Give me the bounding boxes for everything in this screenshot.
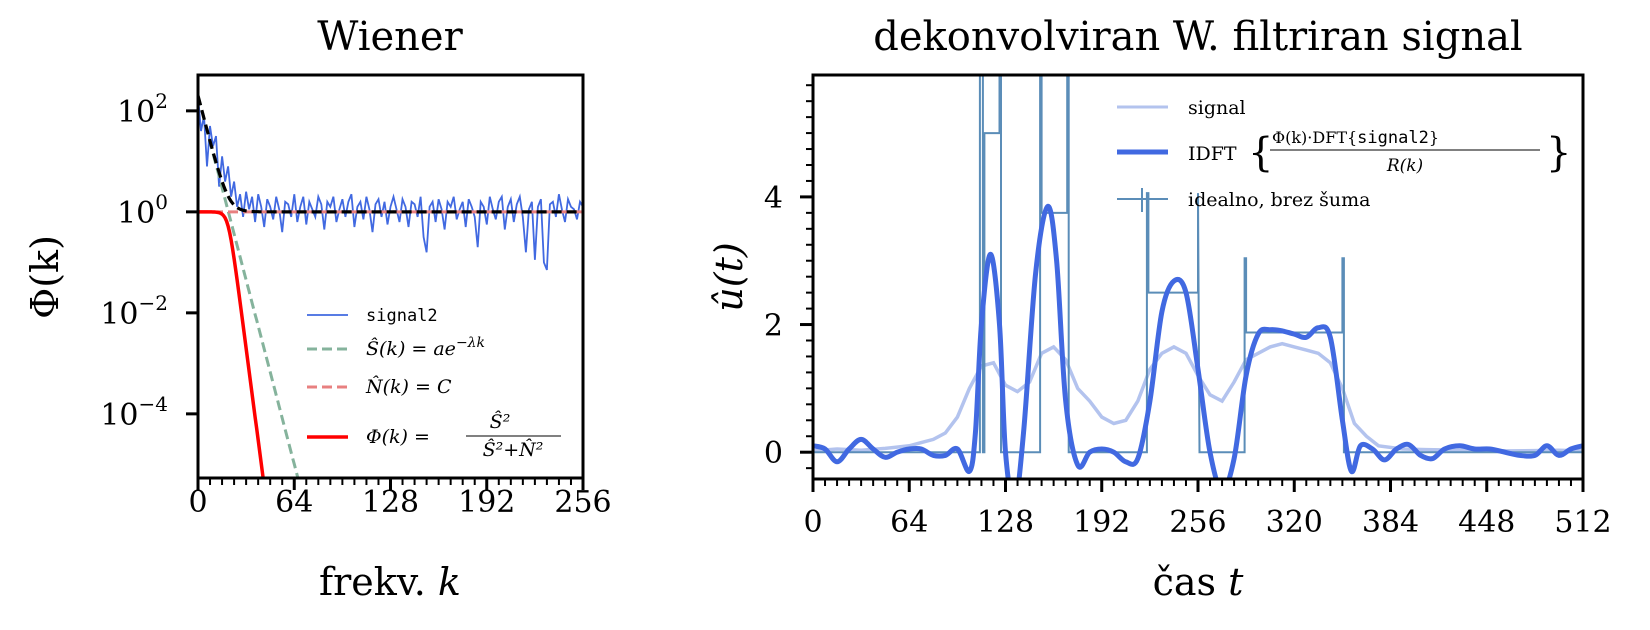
- legend-label-signal: signal: [1188, 97, 1246, 119]
- deconvolution-y-label: û(t): [707, 242, 751, 311]
- exp: −λk: [456, 335, 485, 351]
- wiener-x-label-text: frekv.: [319, 560, 438, 604]
- legend-phi-denominator: Ŝ²+N̂²: [483, 438, 544, 461]
- deconvolution-plot-area: [813, 75, 1583, 479]
- legend-label-signal2: signal2: [366, 306, 438, 326]
- y-tick-label: 0: [764, 436, 783, 471]
- x-tick-label: 64: [275, 485, 313, 520]
- wiener-x-ticks: 0 64 128 192 256: [188, 478, 612, 520]
- legend-label-n-hat: N̂(k) = C: [365, 376, 452, 398]
- x-tick-label: 128: [362, 485, 419, 520]
- y-tick-exponent: 2: [155, 89, 168, 113]
- x-tick-label: 384: [1362, 505, 1419, 540]
- wiener-x-label-var: k: [438, 560, 461, 604]
- legend-label-idft-prefix: IDFT: [1188, 143, 1237, 165]
- y-tick-exponent: 0: [155, 190, 168, 214]
- series-s-hat: [198, 95, 300, 478]
- deconvolution-chart: dekonvolviran W. filtriran signal 0 64 128…: [707, 14, 1612, 604]
- y-tick-label: 100: [117, 190, 168, 231]
- x-tick-label: 192: [1073, 505, 1130, 540]
- series-phi: [198, 210, 265, 478]
- numerator-mono: signal2: [1357, 128, 1429, 148]
- x-tick-label: 0: [188, 485, 207, 520]
- x-tick-label: 128: [977, 505, 1034, 540]
- y-tick-label: 10−2: [100, 291, 168, 332]
- wiener-plot-area: [198, 95, 583, 478]
- y-tick-label: 102: [117, 89, 168, 130]
- y-tick-exponent: −4: [139, 392, 168, 416]
- series-idft: [813, 203, 1583, 479]
- deconvolution-x-label-text: čas: [1153, 560, 1229, 604]
- y-tick-label: 4: [764, 181, 783, 216]
- legend-idft-right-brace: }: [1546, 130, 1571, 176]
- y-tick-label: 2: [764, 309, 783, 344]
- x-tick-label: 256: [1169, 505, 1226, 540]
- x-tick-label: 320: [1266, 505, 1323, 540]
- numerator-end: }: [1429, 128, 1439, 147]
- series-signal2: [198, 95, 583, 271]
- wiener-y-ticks: 102 100 10−2 10−4: [100, 89, 198, 433]
- x-tick-label: 192: [458, 485, 515, 520]
- legend-label-phi: Φ(k) =: [366, 426, 430, 448]
- wiener-y-label: Φ(k): [23, 235, 67, 319]
- series-s-plus-n: [198, 95, 583, 214]
- deconvolution-x-ticks: 0 64 128 192 256 320 384 448 512: [803, 479, 1612, 540]
- y-tick-exponent: −2: [139, 291, 168, 315]
- wiener-x-label: frekv. k: [319, 560, 461, 604]
- legend-phi-numerator: Ŝ²: [490, 410, 511, 433]
- x-tick-label: 64: [890, 505, 928, 540]
- legend-idft-left-brace: {: [1248, 130, 1273, 176]
- legend-label-ideal: idealno, brez šuma: [1188, 189, 1371, 211]
- deconvolution-legend: signal IDFT { Φ(k)·DFT{signal2} R(k) } i…: [1117, 97, 1571, 212]
- x-tick-label: 512: [1554, 505, 1611, 540]
- wiener-title: Wiener: [317, 14, 463, 60]
- x-tick-label: 0: [803, 505, 822, 540]
- wiener-chart: Wiener 0 64 128 192 256 102 100 10−2 10−4 frekv…: [23, 14, 612, 604]
- deconvolution-x-label: čas t: [1153, 560, 1245, 604]
- deconvolution-x-label-var: t: [1228, 560, 1244, 604]
- numerator-math: Φ(k)·DFT{: [1272, 128, 1357, 147]
- deconvolution-y-ticks: 0 2 4: [764, 84, 813, 471]
- x-tick-label: 256: [554, 485, 611, 520]
- legend-idft-denominator: R(k): [1386, 156, 1423, 176]
- wiener-legend: signal2 Ŝ(k) = ae−λk N̂(k) = C Φ(k) = Ŝ²…: [307, 306, 561, 461]
- y-tick-label: 10−4: [100, 392, 168, 433]
- legend-label-s-hat: Ŝ(k) = ae−λk: [366, 335, 485, 360]
- x-tick-label: 448: [1458, 505, 1515, 540]
- legend-idft-numerator: Φ(k)·DFT{signal2}: [1272, 128, 1439, 148]
- series-ideal: [813, 75, 1583, 454]
- deconvolution-title: dekonvolviran W. filtriran signal: [873, 14, 1522, 60]
